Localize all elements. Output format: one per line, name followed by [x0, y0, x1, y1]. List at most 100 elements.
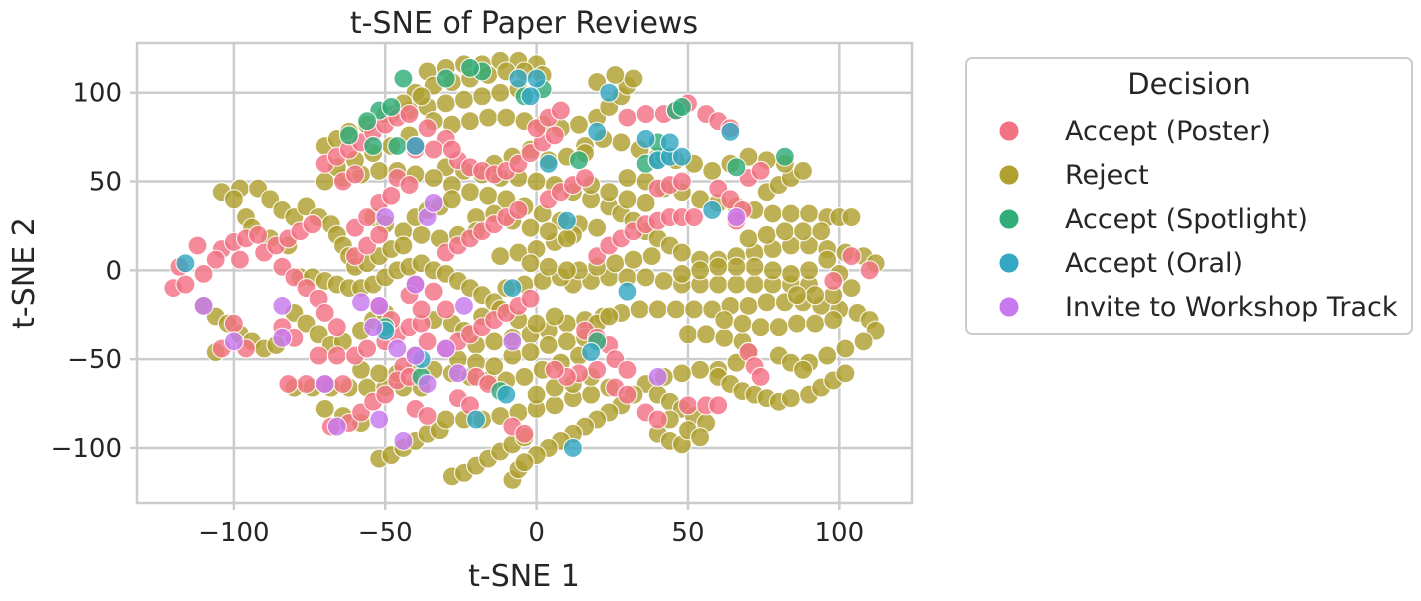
legend-frame — [965, 57, 1413, 335]
data-point — [187, 235, 208, 256]
data-point — [617, 189, 638, 210]
data-point — [689, 359, 711, 380]
data-point — [653, 270, 674, 292]
data-point — [393, 430, 414, 451]
data-point — [369, 224, 390, 245]
series-invite-to-workshop-track — [193, 192, 747, 451]
data-point — [726, 157, 747, 178]
data-point — [629, 299, 650, 320]
data-point — [369, 363, 390, 384]
data-point — [538, 153, 559, 174]
legend-marker — [998, 252, 1020, 274]
data-point — [750, 160, 771, 181]
x-tick-label: −100 — [198, 518, 269, 548]
data-point — [175, 274, 196, 295]
data-point — [526, 313, 547, 334]
tick-labels: −100 −50 0 50 100 −100 −50 0 50 100 — [51, 79, 865, 548]
data-point — [193, 263, 214, 284]
data-point — [714, 309, 735, 331]
legend: Decision Accept (Poster) Reject Accept (Sp… — [965, 57, 1413, 335]
data-point — [835, 363, 856, 384]
data-point — [363, 317, 384, 338]
data-point — [841, 246, 862, 267]
data-point — [774, 221, 795, 242]
data-point — [326, 416, 347, 437]
data-point — [223, 331, 244, 352]
data-point — [853, 331, 874, 352]
data-point — [774, 146, 795, 167]
data-point — [544, 395, 565, 416]
data-point — [435, 409, 456, 430]
data-point — [556, 260, 577, 281]
data-point — [587, 121, 608, 142]
data-point — [387, 338, 408, 359]
data-point — [435, 93, 456, 114]
data-point — [726, 206, 747, 228]
data-point — [326, 345, 347, 366]
data-point — [544, 306, 565, 327]
y-tick-label: 100 — [72, 79, 122, 109]
data-point — [387, 135, 408, 157]
data-point — [726, 256, 747, 277]
data-point — [520, 217, 541, 238]
data-point — [423, 192, 444, 213]
data-point — [350, 292, 372, 313]
data-point — [744, 256, 765, 277]
data-point — [459, 57, 481, 78]
data-point — [496, 107, 517, 128]
data-point — [296, 373, 317, 395]
data-point — [223, 313, 244, 334]
data-point — [478, 107, 499, 128]
data-point — [393, 235, 414, 256]
data-point — [556, 210, 577, 231]
data-point — [617, 281, 638, 302]
data-point — [229, 249, 251, 270]
data-point — [671, 363, 693, 384]
data-point — [750, 366, 771, 387]
data-point — [514, 423, 535, 444]
data-point — [411, 299, 432, 320]
data-point — [599, 82, 620, 103]
data-point — [369, 160, 390, 181]
data-point — [326, 317, 347, 338]
data-point — [671, 171, 693, 192]
data-point — [762, 203, 783, 224]
data-point — [708, 256, 729, 277]
data-point — [484, 356, 505, 377]
data-point — [447, 363, 468, 384]
data-point — [369, 409, 390, 430]
data-point — [780, 263, 802, 284]
data-point — [671, 263, 693, 284]
data-point — [689, 427, 711, 448]
x-tick-label: 100 — [815, 518, 865, 548]
data-point — [581, 341, 602, 363]
series-accept-poster — [163, 93, 880, 444]
data-point — [278, 373, 299, 395]
data-point — [344, 164, 366, 185]
data-point — [459, 182, 481, 203]
data-point — [538, 221, 559, 242]
data-point — [526, 384, 547, 405]
data-points — [163, 50, 886, 491]
data-point — [369, 295, 390, 316]
x-axis-title: t-SNE 1 — [468, 559, 580, 594]
data-point — [702, 160, 723, 181]
data-point — [472, 86, 493, 107]
legend-marker — [998, 164, 1020, 186]
x-tick-label: 50 — [671, 518, 704, 548]
data-point — [375, 206, 396, 228]
chart-title: t-SNE of Paper Reviews — [350, 6, 698, 41]
data-point — [363, 135, 384, 157]
data-point — [205, 249, 226, 270]
data-point — [417, 405, 438, 427]
y-tick-label: −100 — [51, 434, 122, 464]
data-point — [617, 107, 638, 128]
data-point — [538, 334, 559, 356]
legend-label: Reject — [1065, 160, 1149, 191]
data-point — [423, 167, 444, 189]
data-point — [514, 366, 535, 387]
data-point — [508, 199, 529, 221]
data-point — [708, 395, 729, 416]
data-point — [175, 253, 196, 274]
